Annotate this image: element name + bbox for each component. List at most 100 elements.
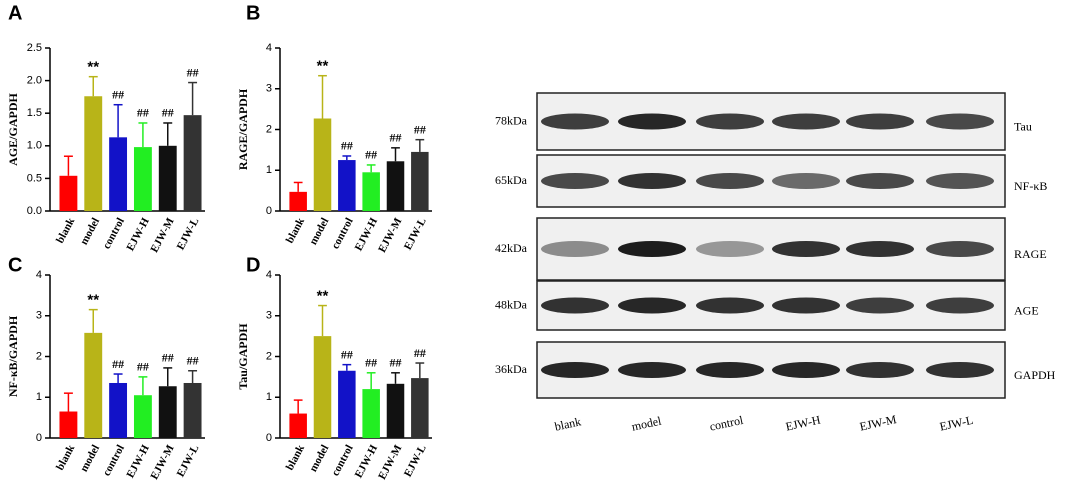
panel-label: B	[246, 2, 260, 24]
x-tick-label: EJW-M	[148, 215, 176, 254]
y-tick-label: 2	[266, 350, 272, 362]
significance-label: ##	[137, 106, 149, 120]
y-tick-label: 4	[266, 42, 272, 54]
bar	[133, 147, 152, 211]
bar	[133, 395, 152, 438]
lane-label: model	[630, 414, 663, 434]
blot-band	[618, 297, 686, 314]
y-axis-label: RAGE/GAPDH	[236, 88, 250, 170]
panel-label: C	[8, 254, 22, 276]
blot-band	[926, 173, 994, 189]
blot-band	[696, 241, 764, 257]
blot-band	[618, 362, 686, 378]
y-axis-label: AGE/GAPDH	[6, 93, 20, 166]
bar	[411, 378, 429, 438]
x-tick-label: blank	[284, 215, 308, 245]
protein-label: GAPDH	[1014, 368, 1056, 382]
y-tick-label: 3	[266, 310, 272, 322]
bar	[362, 172, 380, 211]
significance-label: ##	[390, 356, 402, 370]
blot-band	[926, 297, 994, 314]
lane-label: EJW-L	[938, 413, 974, 434]
protein-label: Tau	[1014, 119, 1032, 133]
bar	[386, 161, 405, 211]
x-tick-label: blank	[284, 442, 308, 472]
protein-label: NF-κB	[1014, 179, 1047, 193]
x-tick-label: model	[307, 443, 331, 474]
x-tick-label: model	[78, 443, 102, 474]
molecular-weight-label: 42kDa	[495, 241, 528, 255]
blot-band	[541, 241, 609, 257]
bar	[59, 411, 78, 438]
y-tick-label: 1	[266, 391, 272, 403]
blot-band	[618, 173, 686, 189]
protein-label: RAGE	[1014, 247, 1047, 261]
blot-band	[618, 113, 686, 130]
significance-label: ##	[162, 106, 174, 120]
y-tick-label: 2	[266, 123, 272, 135]
bar	[338, 370, 356, 438]
x-tick-label: EJW-M	[376, 442, 404, 481]
blot-band	[772, 241, 840, 257]
lane-label: control	[708, 413, 745, 434]
blot-band	[541, 362, 609, 378]
significance-label: ##	[414, 346, 426, 360]
significance-label: ##	[162, 351, 174, 365]
bar	[109, 382, 128, 438]
blot-band	[926, 362, 994, 378]
blot-band	[696, 297, 764, 314]
bar	[289, 413, 307, 438]
significance-label: **	[87, 59, 99, 76]
blot-band	[772, 297, 840, 314]
significance-label: ##	[112, 87, 124, 101]
y-tick-label: 0	[266, 205, 272, 217]
x-tick-label: EJW-H	[124, 443, 152, 481]
blot-band	[541, 173, 609, 189]
y-tick-label: 1	[36, 391, 42, 403]
bar	[183, 115, 202, 211]
x-tick-label: EJW-M	[376, 215, 404, 254]
blot-band	[926, 241, 994, 257]
y-tick-label: 2	[36, 350, 42, 362]
blot-band	[772, 113, 840, 130]
significance-label: ##	[341, 139, 353, 153]
blot-band	[926, 113, 994, 130]
blot-band	[846, 362, 914, 378]
significance-label: ##	[187, 65, 199, 79]
x-tick-label: blank	[54, 215, 78, 245]
y-tick-label: 0	[266, 432, 272, 444]
blot-band	[618, 241, 686, 257]
x-tick-label: EJW-M	[148, 442, 176, 481]
significance-label: ##	[341, 347, 353, 361]
blot-band	[696, 173, 764, 189]
x-tick-label: EJW-H	[124, 216, 152, 254]
blot-band	[696, 113, 764, 130]
bar	[386, 383, 405, 438]
bar	[59, 175, 78, 211]
blot-band	[846, 113, 914, 130]
significance-label: ##	[137, 360, 149, 374]
y-tick-label: 2.5	[27, 42, 42, 54]
blot-band	[772, 362, 840, 378]
protein-label: AGE	[1014, 303, 1039, 317]
lane-label: EJW-M	[858, 412, 898, 434]
bar	[158, 386, 177, 438]
significance-label: ##	[112, 357, 124, 371]
significance-label: ##	[365, 148, 377, 162]
significance-label: **	[87, 292, 99, 309]
y-tick-label: 0.0	[27, 205, 42, 217]
molecular-weight-label: 48kDa	[495, 297, 528, 311]
blot-band	[696, 362, 764, 378]
y-tick-label: 4	[36, 269, 42, 281]
y-tick-label: 1	[266, 164, 272, 176]
molecular-weight-label: 65kDa	[495, 173, 528, 187]
y-tick-label: 2.0	[27, 75, 42, 87]
y-tick-label: 0.5	[27, 172, 42, 184]
blot-band	[541, 113, 609, 130]
significance-label: ##	[414, 122, 426, 136]
y-tick-label: 1.0	[27, 140, 42, 152]
x-tick-label: EJW-L	[402, 216, 429, 252]
significance-label: ##	[365, 356, 377, 370]
x-tick-label: model	[307, 216, 331, 247]
